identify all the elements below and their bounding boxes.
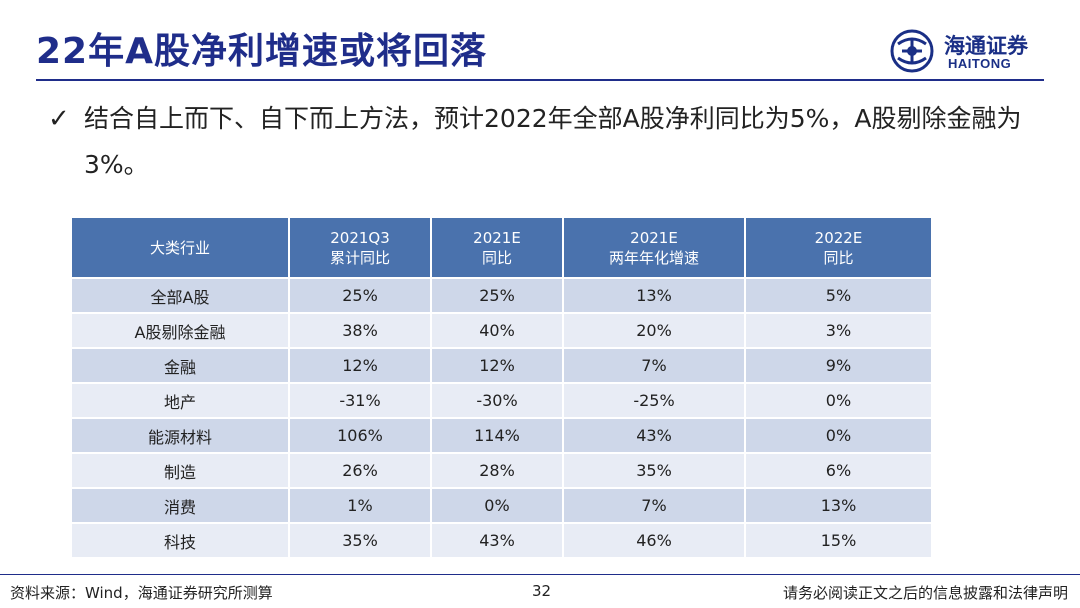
cell-value: 43% [563,418,746,454]
table-row: 全部A股 25% 25% 13% 5% [72,278,931,314]
table-row: 地产 -31% -30% -25% 0% [72,383,931,419]
cell-value: 15% [745,523,931,559]
cell-value: 43% [431,523,564,559]
checkmark-icon: ✓ [48,104,70,134]
header-industry: 大类行业 [72,218,290,279]
cell-value: 3% [745,313,931,349]
cell-value: 6% [745,453,931,489]
footer-divider [0,574,1080,575]
cell-value: 26% [289,453,432,489]
cell-industry: 制造 [72,453,290,489]
cell-industry: 消费 [72,488,290,524]
cell-value: 7% [563,488,746,524]
cell-value: 35% [563,453,746,489]
haitong-emblem-icon [890,29,934,73]
table-header-row: 大类行业 2021Q3 累计同比 2021E 同比 2021E 两年年化增速 2… [72,218,931,279]
cell-industry: 科技 [72,523,290,559]
cell-value: 114% [431,418,564,454]
cell-value: 1% [289,488,432,524]
source-note: 资料来源：Wind，海通证券研究所测算 [10,584,273,602]
cell-industry: 金融 [72,348,290,384]
forecast-table: 大类行业 2021Q3 累计同比 2021E 同比 2021E 两年年化增速 2… [72,218,931,559]
cell-value: 38% [289,313,432,349]
cell-value: 20% [563,313,746,349]
key-point: ✓ 结合自上而下、自下而上方法，预计2022年全部A股净利同比为5%，A股剔除金… [48,96,1028,188]
haitong-logo: 海通证券 HAITONG [888,28,1048,74]
cell-value: 13% [745,488,931,524]
cell-industry: 能源材料 [72,418,290,454]
cell-value: 5% [745,278,931,314]
title-divider [36,79,1044,81]
header-2021e-yoy: 2021E 同比 [431,218,564,279]
logo-text-en: HAITONG [948,56,1012,71]
cell-value: -31% [289,383,432,419]
header-2022e-yoy: 2022E 同比 [745,218,931,279]
table-row: 科技 35% 43% 46% 15% [72,523,931,559]
cell-value: 46% [563,523,746,559]
page-number: 32 [532,582,552,600]
cell-value: 0% [745,383,931,419]
cell-value: 12% [289,348,432,384]
header-2021e-2yr: 2021E 两年年化增速 [563,218,746,279]
table-row: A股剔除金融 38% 40% 20% 3% [72,313,931,349]
disclaimer: 请务必阅读正文之后的信息披露和法律声明 [782,584,1068,602]
cell-value: 25% [431,278,564,314]
table-row: 金融 12% 12% 7% 9% [72,348,931,384]
cell-value: 9% [745,348,931,384]
cell-value: -25% [563,383,746,419]
cell-value: 40% [431,313,564,349]
cell-value: 35% [289,523,432,559]
table-row: 制造 26% 28% 35% 6% [72,453,931,489]
cell-value: 12% [431,348,564,384]
slide-title: 22年A股净利增速或将回落 [36,31,487,72]
key-point-text: 结合自上而下、自下而上方法，预计2022年全部A股净利同比为5%，A股剔除金融为… [84,104,1022,179]
cell-industry: 地产 [72,383,290,419]
logo-text-cn: 海通证券 [944,33,1028,58]
cell-industry: 全部A股 [72,278,290,314]
cell-value: 13% [563,278,746,314]
table-row: 能源材料 106% 114% 43% 0% [72,418,931,454]
cell-value: 106% [289,418,432,454]
cell-value: 25% [289,278,432,314]
table-row: 消费 1% 0% 7% 13% [72,488,931,524]
cell-value: 7% [563,348,746,384]
cell-value: -30% [431,383,564,419]
cell-industry: A股剔除金融 [72,313,290,349]
header-2021q3: 2021Q3 累计同比 [289,218,432,279]
cell-value: 28% [431,453,564,489]
cell-value: 0% [431,488,564,524]
cell-value: 0% [745,418,931,454]
